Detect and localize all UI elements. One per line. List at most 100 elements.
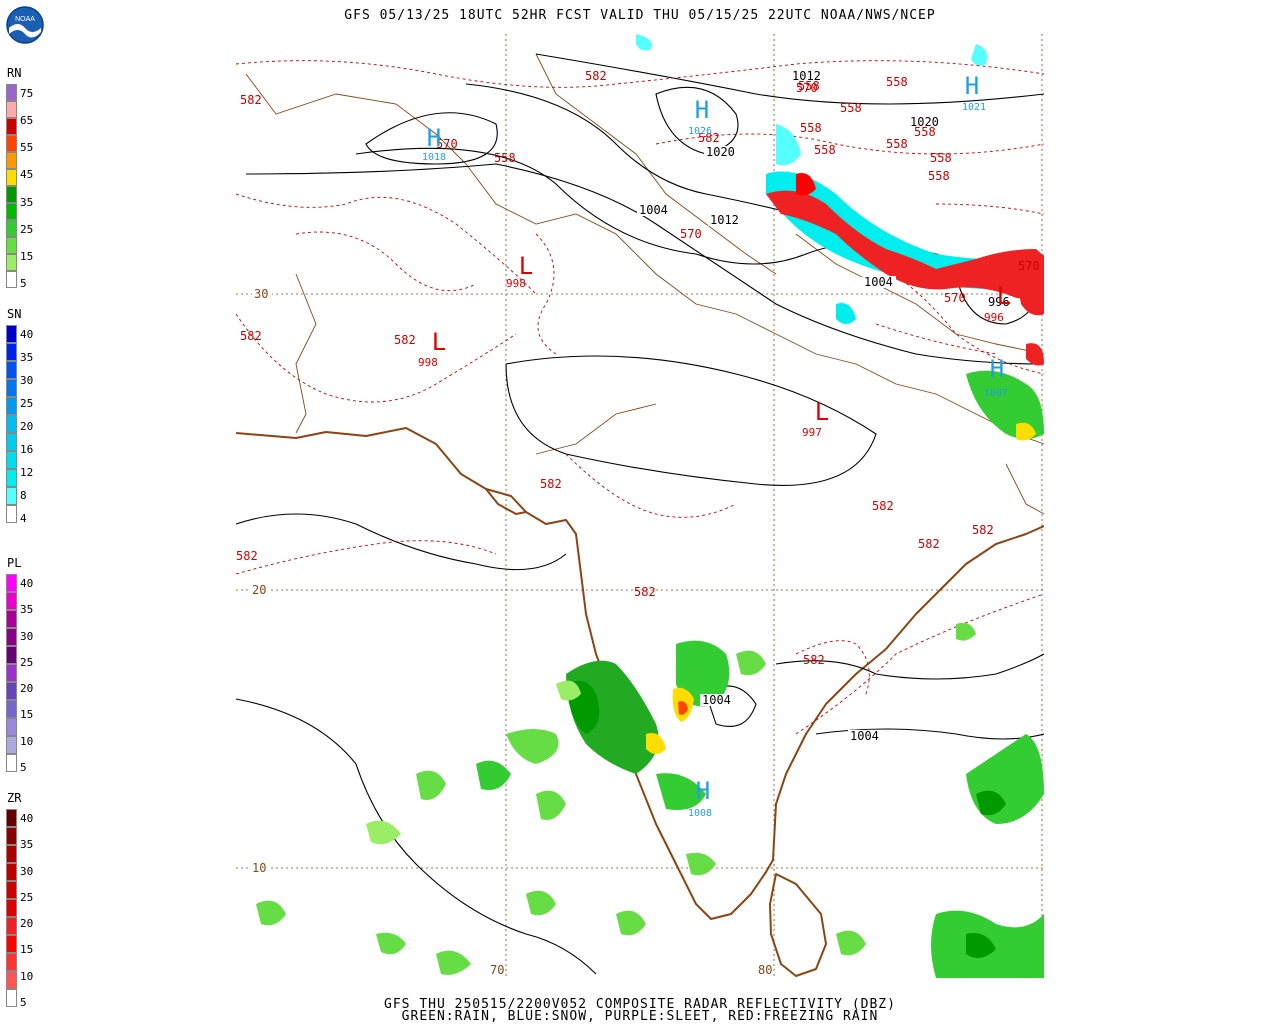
legend-tick-label: 15 (20, 943, 34, 957)
legend-swatch (6, 415, 17, 433)
high-pressure-symbol: H (427, 124, 441, 152)
legend-swatch (6, 135, 17, 152)
low-pressure-value: 997 (802, 426, 822, 439)
isobar-label: 1004 (639, 203, 668, 217)
high-pressure-symbol: H (696, 777, 710, 805)
high-pressure-value: 1007 (984, 388, 1008, 399)
high-pressure-symbol: H (965, 72, 979, 100)
legend-tick-label: 5 (20, 761, 27, 774)
logo-text: NOAA (15, 16, 35, 23)
thickness-contours (236, 60, 1044, 735)
precip-type-key: GREEN:RAIN, BLUE:SNOW, PURPLE:SLEET, RED… (401, 1009, 879, 1024)
legend-label-zr: ZR (7, 791, 22, 805)
legend-swatch (6, 953, 17, 971)
legend-swatch (6, 101, 17, 118)
rain-echoes (256, 370, 1044, 978)
thickness-label: 558 (914, 125, 936, 139)
legend-tick-label: 35 (20, 603, 34, 617)
thickness-label: 558 (494, 151, 516, 165)
thickness-label: 558 (814, 143, 836, 157)
legend-swatch (6, 433, 17, 451)
sri-lanka-coast (769, 873, 827, 977)
low-pressure-value: 996 (984, 311, 1004, 324)
thickness-label: 582 (394, 333, 416, 347)
map-title: GFS 05/13/25 18UTC 52HR FCST VALID THU 0… (344, 8, 936, 23)
legend-label-sn: SN (7, 307, 22, 321)
legend-swatch (6, 646, 17, 664)
legend-swatch (6, 451, 17, 469)
thickness-label: 582 (698, 131, 720, 145)
legend-tick-label: 15 (20, 708, 34, 722)
legend-tick-label: 5 (20, 996, 27, 1009)
legend-swatch (6, 881, 17, 899)
thickness-label: 582 (585, 69, 607, 83)
thickness-label: 558 (886, 75, 908, 89)
latitude-label: 20 (252, 583, 266, 597)
thickness-label: 570 (680, 227, 702, 241)
legend-swatch (6, 505, 17, 523)
thickness-labels: 5825825705585585705585585585585585585585… (236, 69, 1040, 667)
legend-tick-label: 8 (20, 489, 27, 502)
legend-swatch (6, 271, 17, 288)
high-pressure-value: 1018 (422, 152, 446, 163)
low-pressure-value: 998 (418, 356, 438, 369)
isobar-label: 1020 (910, 115, 939, 129)
legend-tick-label: 25 (20, 397, 34, 410)
high-pressure-value: 1026 (688, 126, 712, 137)
legend-swatch (6, 809, 17, 827)
legend-scale-sn (6, 325, 17, 523)
legend-swatch (6, 487, 17, 505)
lat-lon-grid (236, 34, 1044, 978)
legend-swatch (6, 718, 17, 736)
high-pressure-value: 1008 (688, 808, 712, 819)
thickness-label: 582 (240, 329, 262, 343)
low-pressure-symbol: L (997, 282, 1011, 310)
legend-tick-label: 30 (20, 629, 34, 643)
legend-swatch (6, 700, 17, 718)
thickness-label: 558 (798, 79, 820, 93)
latitude-label: 10 (252, 861, 266, 875)
legend-tick-label: 30 (20, 864, 34, 878)
legend-tick-label: 40 (20, 328, 34, 341)
isobar-label: 1004 (702, 693, 731, 707)
high-pressure-symbol: H (695, 96, 709, 124)
legend-swatch (6, 863, 17, 881)
legend-swatch (6, 610, 17, 628)
legend-swatch (6, 989, 17, 1007)
thickness-label: 582 (240, 93, 262, 107)
noaa-logo: NOAA (6, 6, 44, 44)
legend-swatch (6, 736, 17, 754)
low-pressure-value: 998 (506, 277, 526, 290)
thickness-label: 582 (236, 549, 258, 563)
india-coast (236, 427, 1044, 920)
longitude-label: 80 (758, 963, 772, 977)
legend-swatch (6, 899, 17, 917)
legend-swatch (6, 186, 17, 203)
legend-tick-label: 25 (20, 655, 34, 669)
legend-tick-label: 65 (20, 114, 34, 128)
thickness-label: 570 (1018, 259, 1040, 273)
legend-swatch (6, 682, 17, 700)
low-pressure-symbol: L (432, 328, 446, 356)
latitude-label: 30 (254, 287, 268, 301)
legend-swatch (6, 469, 17, 487)
thickness-label: 570 (944, 291, 966, 305)
legend-swatch (6, 343, 17, 361)
isobar-label: 1020 (706, 145, 735, 159)
thickness-label: 558 (840, 101, 862, 115)
legend-tick-label: 4 (20, 512, 27, 525)
legend-tick-label: 30 (20, 374, 34, 387)
mixed-echoes (636, 34, 1044, 366)
legend-tick-label: 20 (20, 420, 34, 433)
legend-tick-label: 75 (20, 87, 34, 100)
low-pressure-symbol: L (815, 398, 829, 426)
thickness-label: 570 (436, 137, 458, 151)
thickness-label: 582 (540, 477, 562, 491)
thickness-label: 582 (872, 499, 894, 513)
legend-scale-zr (6, 809, 17, 1007)
borders (245, 53, 1044, 515)
legend-tick-label: 35 (20, 838, 34, 852)
isobar-label: 1004 (850, 729, 879, 743)
coastlines (236, 427, 1044, 977)
